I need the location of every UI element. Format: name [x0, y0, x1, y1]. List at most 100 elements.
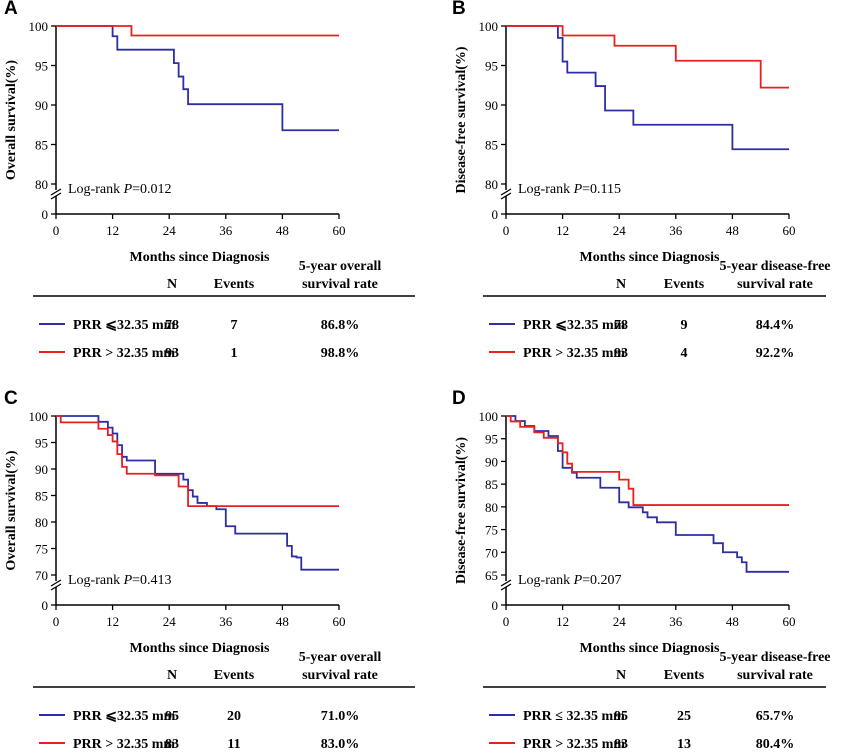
y-tick-label: 80: [485, 500, 498, 515]
y-tick-label: 70: [35, 568, 48, 583]
y-axis-label: Overall survival(%): [4, 60, 19, 180]
x-tick-label: 12: [556, 614, 569, 629]
table-cell-n: 93: [614, 346, 628, 361]
x-tick-label: 48: [726, 223, 739, 238]
x-tick-label: 24: [613, 614, 627, 629]
series-line-prr-low: [506, 415, 789, 573]
table-row-label: PRR ⩽32.35 mm: [73, 709, 176, 724]
x-tick-label: 12: [106, 223, 119, 238]
table-header-rate: 5-year overall: [299, 259, 382, 274]
table-cell-rate: 86.8%: [321, 318, 360, 333]
y-tick-label: 0: [492, 207, 499, 222]
table-cell-rate: 71.0%: [321, 709, 360, 724]
x-tick-label: 24: [163, 223, 177, 238]
table-header-rate: 5-year disease-free: [719, 259, 830, 274]
x-tick-label: 24: [163, 614, 177, 629]
y-tick-label: 85: [485, 477, 498, 492]
y-axis-label: Disease-free survival(%): [454, 46, 469, 193]
table-cell-n: 83: [165, 737, 179, 752]
table-cell-n: 78: [165, 318, 179, 333]
y-tick-label: 0: [42, 207, 49, 222]
axis-break-mark: [500, 192, 512, 200]
series-line-prr-high: [506, 25, 789, 89]
axis-break-mark: [500, 579, 512, 587]
table-row-label: PRR > 32.35 mm: [523, 737, 625, 752]
y-tick-label: 70: [485, 545, 498, 560]
x-tick-label: 60: [333, 223, 346, 238]
y-tick-label: 95: [485, 59, 498, 74]
y-tick-label: 100: [479, 409, 499, 424]
table-cell-rate: 84.4%: [756, 318, 795, 333]
table-cell-rate: 65.7%: [756, 709, 795, 724]
table-header-rate: 5-year overall: [299, 650, 382, 665]
x-tick-label: 0: [53, 614, 60, 629]
series-line-prr-low: [56, 415, 339, 571]
table-cell-rate: 80.4%: [756, 737, 795, 752]
table-header-rate: 5-year disease-free: [719, 650, 830, 665]
table-row-label: PRR ≤ 32.35 mm: [523, 709, 625, 724]
axis-break-mark: [50, 579, 62, 587]
logrank-annotation: Log-rank P=0.012: [68, 182, 172, 197]
table-row-label: PRR ⩽32.35 mm: [523, 318, 626, 333]
table-header-n: N: [167, 277, 177, 292]
y-tick-label: 95: [35, 59, 48, 74]
y-tick-label: 85: [485, 138, 498, 153]
table-cell-events: 7: [231, 318, 238, 333]
x-tick-label: 12: [106, 614, 119, 629]
axis-break-mark: [50, 583, 62, 591]
panel-label: D: [452, 388, 466, 409]
y-tick-label: 85: [35, 489, 48, 504]
table-cell-n: 78: [614, 318, 628, 333]
y-tick-label: 80: [485, 177, 498, 192]
y-tick-label: 95: [485, 432, 498, 447]
table-header-rate: survival rate: [737, 668, 813, 683]
table-header-rate: survival rate: [302, 277, 378, 292]
series-line-prr-high: [506, 415, 789, 506]
y-tick-label: 100: [29, 409, 49, 424]
table-cell-rate: 98.8%: [321, 346, 360, 361]
table-cell-n: 83: [614, 737, 628, 752]
y-tick-label: 0: [42, 598, 49, 613]
table-row-label: PRR > 32.35 mm: [523, 346, 625, 361]
table-cell-events: 11: [227, 737, 240, 752]
x-tick-label: 48: [276, 614, 289, 629]
x-axis-label: Months since Diagnosis: [579, 250, 720, 265]
y-tick-label: 75: [35, 542, 48, 557]
series-line-prr-high: [56, 415, 339, 507]
y-tick-label: 80: [35, 177, 48, 192]
panel-d: D 65 70 75 80 85 90 95 100 00 12 24 36 48 60 Months sin…: [452, 388, 831, 752]
x-tick-label: 0: [503, 223, 510, 238]
series-line-prr-high: [56, 25, 339, 37]
table-header-events: Events: [664, 277, 705, 292]
table-cell-events: 13: [677, 737, 691, 752]
table-cell-n: 95: [165, 709, 179, 724]
y-tick-label: 85: [35, 138, 48, 153]
x-axis-label: Months since Diagnosis: [129, 641, 270, 656]
table-cell-rate: 83.0%: [321, 737, 360, 752]
axis-break-mark: [500, 188, 512, 196]
y-tick-label: 100: [479, 19, 499, 34]
table-header-n: N: [616, 668, 626, 683]
panel-label: C: [4, 388, 18, 409]
table-header-events: Events: [664, 668, 705, 683]
y-tick-label: 90: [485, 454, 498, 469]
y-axis-label: Disease-free survival(%): [454, 437, 469, 584]
axis-break-mark: [500, 583, 512, 591]
table-cell-n: 95: [614, 709, 628, 724]
table-row-label: PRR > 32.35 mm: [73, 737, 175, 752]
y-tick-label: 75: [485, 523, 498, 538]
x-tick-label: 60: [333, 614, 346, 629]
table-cell-events: 25: [677, 709, 691, 724]
x-tick-label: 48: [726, 614, 739, 629]
y-tick-label: 65: [485, 568, 498, 583]
x-tick-label: 36: [669, 223, 683, 238]
table-cell-n: 93: [165, 346, 179, 361]
x-tick-label: 36: [219, 614, 233, 629]
x-tick-label: 0: [503, 614, 510, 629]
table-header-rate: survival rate: [302, 668, 378, 683]
y-tick-label: 80: [35, 515, 48, 530]
panel-a: A 80 85 90 95 100 00 12 24 36 48 60 Months since Dia…: [4, 0, 415, 361]
axis-break-mark: [50, 188, 62, 196]
x-axis-label: Months since Diagnosis: [579, 641, 720, 656]
y-tick-label: 100: [29, 19, 49, 34]
